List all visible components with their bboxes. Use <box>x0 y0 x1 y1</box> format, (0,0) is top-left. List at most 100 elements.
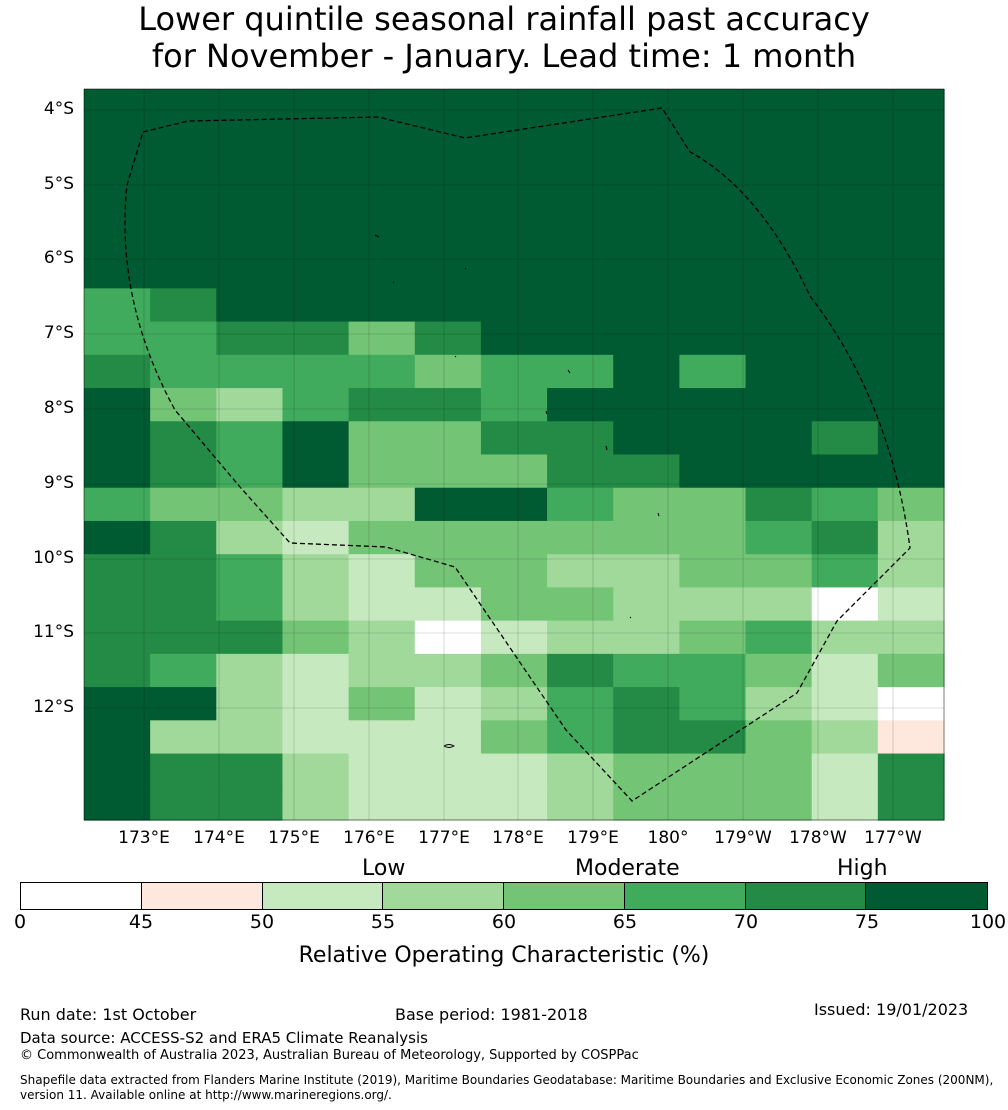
grid-cell <box>414 620 482 655</box>
grid-cell <box>547 221 614 256</box>
shapefile-credit-line1: Shapefile data extracted from Flanders M… <box>20 1073 994 1087</box>
grid-cell <box>877 554 945 589</box>
grid-cell <box>414 687 482 721</box>
grid-cell <box>348 487 416 522</box>
grid-cell <box>811 587 879 622</box>
longitude-label: 176°E <box>343 828 395 848</box>
colorbar-tick-label: 65 <box>612 911 638 933</box>
grid-cell <box>811 321 879 356</box>
colorbar <box>20 882 988 910</box>
grid-cell <box>745 221 813 256</box>
eez-boundary <box>124 107 911 802</box>
grid-cell <box>282 188 350 223</box>
grid-cell <box>150 554 217 589</box>
grid-cell <box>745 421 813 456</box>
grid-cell <box>216 354 284 389</box>
grid-cell <box>679 520 747 555</box>
grid-cell <box>745 288 813 323</box>
grid-cell <box>480 786 548 821</box>
grid-cell <box>348 421 416 456</box>
grid-cell <box>877 354 945 389</box>
grid-cell <box>877 221 945 256</box>
grid-cell <box>480 89 548 123</box>
grid-cell <box>547 587 614 622</box>
colorbar-tick-label: 55 <box>370 911 396 933</box>
grid-cell <box>547 388 614 422</box>
grid-cell <box>216 321 284 356</box>
grid-cell <box>216 720 284 755</box>
colorbar-tick-label: 0 <box>13 911 27 933</box>
grid-cell <box>679 388 747 422</box>
grid-cell <box>282 321 350 356</box>
grid-cell <box>811 520 879 555</box>
colorbar-tick-label: 75 <box>854 911 880 933</box>
grid-cell <box>745 454 813 489</box>
grid-cell <box>216 122 284 157</box>
grid-cell <box>613 653 680 688</box>
grid-cell <box>282 288 350 323</box>
grid-cell <box>480 620 548 655</box>
data-source: Data source: ACCESS-S2 and ERA5 Climate … <box>20 1029 428 1047</box>
grid-cell <box>547 354 614 389</box>
grid-cell <box>348 786 416 821</box>
colorbar-tick-label: 60 <box>491 911 517 933</box>
colorbar-segment <box>504 883 625 909</box>
grid-cell <box>282 587 350 622</box>
longitude-label: 177°E <box>418 828 470 848</box>
grid-cell <box>216 687 284 721</box>
grid-cell <box>547 255 614 289</box>
grid-cell <box>745 321 813 356</box>
grid-cell <box>282 255 350 289</box>
grid-cell <box>150 288 217 323</box>
grid-cell <box>216 388 284 422</box>
map-canvas <box>83 88 945 821</box>
grid-cell <box>348 255 416 289</box>
grid-cell <box>613 720 680 755</box>
grid-cell <box>613 288 680 323</box>
colorbar-segment <box>866 883 987 909</box>
grid-cell <box>547 188 614 223</box>
grid-cell <box>547 321 614 356</box>
grid-cell <box>613 122 680 157</box>
grid-cell <box>745 255 813 289</box>
grid-cell <box>480 520 548 555</box>
grid-cell <box>613 554 680 589</box>
grid-cell <box>679 122 747 157</box>
grid-cell <box>348 454 416 489</box>
grid-cell <box>216 421 284 456</box>
grid-cell <box>84 221 151 256</box>
grid-cell <box>613 255 680 289</box>
grid-cell <box>613 321 680 356</box>
grid-cell <box>282 221 350 256</box>
grid-cell <box>547 520 614 555</box>
grid-cell <box>877 454 945 489</box>
grid-cell <box>216 653 284 688</box>
grid-cell <box>811 188 879 223</box>
grid-cell <box>84 255 151 289</box>
grid-cell <box>745 487 813 522</box>
grid-cell <box>414 753 482 788</box>
grid-cell <box>679 188 747 223</box>
colorbar-segment <box>383 883 504 909</box>
islands <box>374 234 660 748</box>
grid-cell <box>811 653 879 688</box>
colorbar-tick-label: 50 <box>249 911 275 933</box>
latitude-label: 5°S <box>43 174 74 194</box>
grid-cell <box>84 155 151 190</box>
shapefile-credit-line2: version 11. Available online at http://w… <box>20 1088 392 1102</box>
grid-cell <box>348 653 416 688</box>
grid-cell <box>613 753 680 788</box>
island <box>454 355 457 358</box>
longitude-label: 178°E <box>492 828 544 848</box>
grid-cell <box>150 188 217 223</box>
grid-cell <box>282 620 350 655</box>
longitude-label: 177°W <box>864 828 922 848</box>
grid-cell <box>414 122 482 157</box>
latitude-label: 4°S <box>43 99 74 119</box>
grid-cell <box>745 122 813 157</box>
grid-cell <box>679 321 747 356</box>
grid-cell <box>150 487 217 522</box>
grid-cell <box>216 89 284 123</box>
grid-cell <box>348 221 416 256</box>
accuracy-grid <box>84 89 945 821</box>
